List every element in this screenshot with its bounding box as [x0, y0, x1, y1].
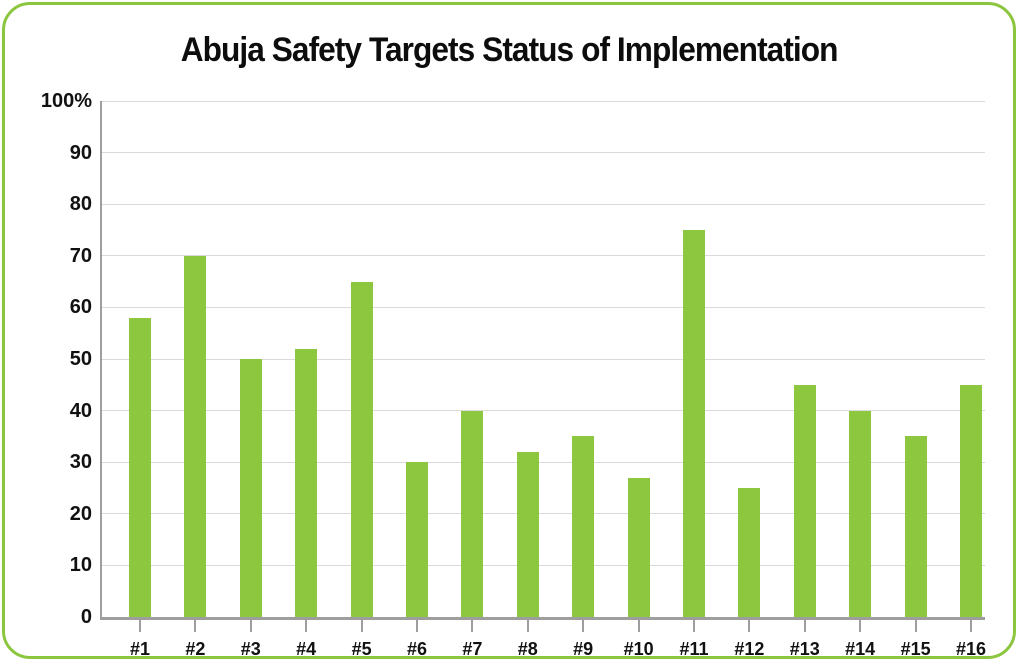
x-axis-tick-16	[970, 620, 972, 632]
x-axis-tick-9	[582, 620, 585, 632]
gridline-50	[102, 358, 985, 360]
y-axis-label-10: 10	[69, 554, 92, 577]
x-axis-label-12: #12	[734, 639, 765, 659]
x-axis-label-9: #9	[573, 639, 594, 659]
x-axis-label-3: #3	[240, 639, 261, 659]
x-axis-label-16: #16	[955, 639, 987, 659]
bar-target-12	[738, 488, 761, 617]
x-axis-label-4: #4	[296, 639, 317, 659]
gridline-40	[102, 410, 985, 412]
gridline-30	[102, 461, 985, 463]
bar-target-14	[849, 410, 872, 617]
chart-frame: Abuja Safety Targets Status of Implement…	[2, 2, 1016, 659]
gridline-10	[102, 564, 985, 566]
x-axis-label-14: #14	[845, 639, 876, 659]
x-axis-tick-7	[471, 620, 474, 632]
x-axis-label-11: #11	[679, 639, 709, 659]
x-axis-tick-2	[194, 620, 197, 632]
y-axis-label-80: 80	[69, 193, 92, 216]
gridline-80	[102, 203, 985, 205]
y-axis-label-50: 50	[69, 348, 92, 370]
x-axis-label-2: #2	[185, 639, 206, 659]
bar-target-2	[184, 255, 207, 617]
bar-target-7	[461, 410, 484, 617]
bar-target-13	[793, 384, 816, 617]
bar-target-8	[516, 451, 539, 617]
bar-target-9	[572, 436, 595, 617]
x-axis-label-1: #1	[129, 639, 151, 659]
x-axis-label-8: #8	[517, 639, 538, 659]
y-axis-label-60: 60	[69, 296, 92, 319]
gridline-100	[102, 100, 985, 102]
x-axis-tick-5	[360, 620, 363, 632]
x-axis-label-15: #15	[900, 639, 931, 659]
y-axis-label-0: 0	[80, 606, 92, 628]
x-axis-tick-11	[693, 620, 695, 632]
y-axis-label-30: 30	[69, 451, 92, 474]
gridline-70	[102, 255, 985, 257]
chart-title-text: Abuja Safety Targets Status of Implement…	[180, 31, 839, 69]
x-axis-tick-13	[803, 620, 806, 632]
bar-target-3	[239, 359, 262, 617]
x-axis-tick-10	[637, 620, 640, 632]
x-axis-tick-4	[305, 620, 308, 632]
bar-target-16	[960, 384, 982, 617]
y-axis-label-100: 100%	[40, 90, 92, 112]
x-axis-tick-12	[748, 620, 751, 632]
y-axis-label-40: 40	[69, 399, 92, 422]
x-axis-tick-6	[416, 620, 418, 632]
chart-title: Abuja Safety Targets Status of Implement…	[5, 31, 1013, 69]
x-axis-label-10: #10	[623, 639, 654, 659]
x-axis-tick-1	[139, 620, 141, 632]
x-axis-label-6: #6	[406, 639, 428, 659]
x-axis-tick-8	[526, 620, 529, 632]
gridline-60	[102, 306, 985, 308]
bar-target-10	[627, 477, 650, 617]
bar-target-11	[683, 230, 705, 617]
y-axis-label-20: 20	[69, 502, 92, 525]
bar-target-6	[406, 462, 428, 617]
y-axis-label-90: 90	[69, 141, 92, 164]
gridline-20	[102, 513, 985, 515]
x-axis-label-13: #13	[789, 639, 820, 659]
bar-target-1	[129, 317, 151, 617]
bar-target-5	[350, 281, 373, 617]
x-axis-tick-3	[249, 620, 252, 632]
x-axis-label-5: #5	[351, 639, 372, 659]
gridline-90	[102, 152, 985, 154]
bar-chart-plot-area: 100% 90 80 70 60 50 40 30 20 10 0 #1 #2 #3 #4 #5 #6 #7 #8 #…	[41, 90, 986, 659]
bar-target-4	[295, 348, 318, 617]
x-axis-tick-14	[859, 620, 862, 632]
bar-target-15	[904, 436, 927, 617]
x-axis-tick-15	[914, 620, 917, 632]
y-axis-label-70: 70	[69, 244, 92, 267]
x-axis-label-7: #7	[462, 639, 483, 659]
